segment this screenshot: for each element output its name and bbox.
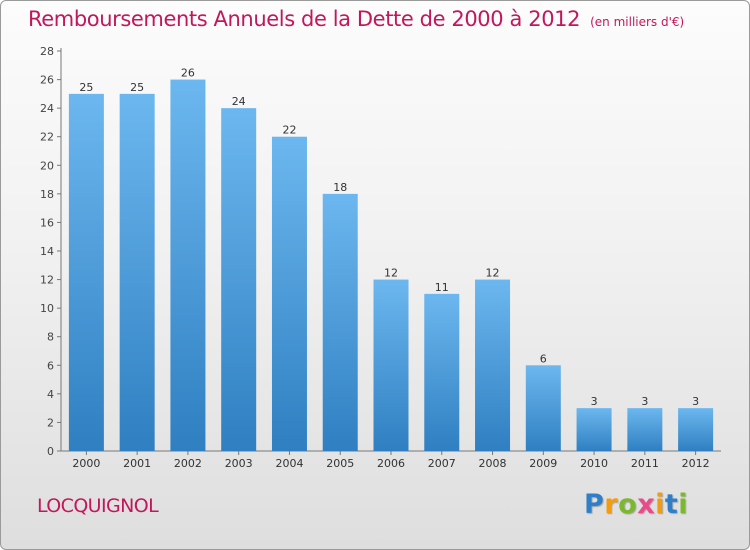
y-tick-label: 10 [40,302,54,315]
bar [322,193,358,451]
logo-letter: i [655,489,665,520]
x-tick-label: 2007 [428,457,456,470]
data-label: 6 [540,352,547,365]
x-tick-label: 2011 [631,457,659,470]
data-label: 25 [79,81,93,94]
bar [119,93,155,451]
proxiti-logo: Proxiti [584,489,688,520]
data-label: 11 [435,281,449,294]
x-tick-label: 2003 [225,457,253,470]
y-tick-label: 24 [40,102,54,115]
data-label: 12 [384,267,398,280]
y-tick-label: 6 [47,359,54,372]
chart-unit-label: (en milliers d'€) [590,15,685,29]
y-tick-label: 22 [40,131,54,144]
data-label: 24 [232,95,246,108]
x-tick-label: 2005 [326,457,354,470]
chart-title: Remboursements Annuels de la Dette de 20… [28,7,684,31]
y-tick-label: 20 [40,159,54,172]
bar [627,408,663,451]
bar [424,293,460,451]
logo-letter: i [678,489,689,520]
x-tick-label: 2000 [72,457,100,470]
bar [271,136,307,451]
data-label: 26 [181,67,195,80]
data-label: 12 [486,267,500,280]
data-label: 25 [130,81,144,94]
data-label: 18 [333,181,347,194]
data-label: 3 [641,395,648,408]
x-tick-label: 2002 [174,457,202,470]
y-tick-label: 28 [40,45,54,58]
logo-letter: x [637,489,656,520]
bar [221,108,257,452]
bar [525,365,561,451]
y-tick-label: 14 [40,245,54,258]
x-tick-label: 2008 [479,457,507,470]
x-tick-label: 2001 [123,457,151,470]
y-tick-label: 4 [47,388,54,401]
x-tick-label: 2006 [377,457,405,470]
logo-letter: r [604,489,619,520]
bar [373,279,409,451]
data-label: 3 [591,395,598,408]
x-tick-label: 2004 [275,457,303,470]
commune-name: LOCQUIGNOL [37,495,159,517]
y-tick-label: 26 [40,74,54,87]
y-tick-label: 8 [47,331,54,344]
x-tick-label: 2010 [580,457,608,470]
logo-letter: P [584,489,605,520]
bar [170,79,206,452]
bar [678,408,714,451]
bar [68,93,104,451]
y-tick-label: 18 [40,188,54,201]
y-tick-label: 2 [47,416,54,429]
logo-letter: o [618,489,638,520]
logo-letter: t [664,489,679,520]
y-tick-label: 12 [40,274,54,287]
x-tick-label: 2012 [682,457,710,470]
chart-title-text: Remboursements Annuels de la Dette de 20… [28,7,581,31]
data-label: 22 [282,124,296,137]
bar [576,408,612,451]
y-tick-label: 16 [40,216,54,229]
bar [475,279,511,451]
y-tick-label: 0 [47,445,54,458]
data-label: 3 [692,395,699,408]
x-tick-label: 2009 [529,457,557,470]
